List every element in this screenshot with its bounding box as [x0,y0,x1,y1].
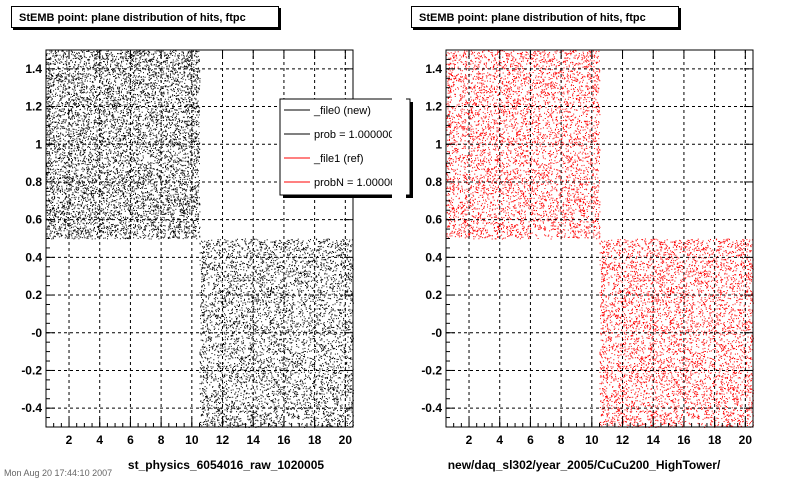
tick-labels: 2 4 6 8 10 12 14 16 18 20 -0.4 -0.2 -0 0.2 0.4 0.6 0.8 1 1… [21,62,352,447]
scatter-series-1 [199,238,354,428]
y-tick-label: 0.8 [25,175,42,189]
legend: _file0 (new) prob = 1.000000 _file1 (ref) p… [279,97,413,201]
x-tick-label: 6 [127,433,134,447]
x-tick-label: 10 [185,433,199,447]
y-tick-label: 1.2 [25,100,42,114]
y-tick-label: -0 [31,326,42,340]
y-tick-label: 0.6 [25,213,42,227]
x-tick-label: 6 [527,433,534,447]
legend-box [279,98,411,196]
scatter-series-0 [46,50,201,240]
legend-entry: _file0 (new) [284,105,371,117]
scatter-series-0 [446,50,601,240]
y-tick-label: -0.4 [421,401,442,415]
y-tick-label: 0.2 [425,288,442,302]
x-tick-label: 18 [708,433,722,447]
y-tick-label: -0 [431,326,442,340]
y-tick-label: 1.4 [25,62,42,76]
tick-labels: 2 4 6 8 10 12 14 16 18 20 -0.4 -0.2 -0 0.2 0.4 0.6 0.8 1 1… [421,62,752,447]
scatter-point [46,50,201,240]
footer-timestamp: Mon Aug 20 17:44:10 2007 [4,468,113,478]
x-tick-label: 20 [739,433,753,447]
scatter-point [446,50,601,240]
legend-entry: _file1 (ref) [284,153,364,165]
y-tick-label: -0.4 [21,401,42,415]
right-plot-title: StEMB point: plane distribution of hits,… [411,6,679,28]
x-tick-label: 14 [647,433,661,447]
x-tick-label: 8 [158,433,165,447]
legend-entry: prob = 1.000000 [284,129,394,141]
scatter-points [446,50,754,428]
x-tick-label: 4 [496,433,503,447]
y-tick-label: -0.2 [21,363,42,377]
legend-clip-mask [392,97,406,201]
legend-label: _file0 (new) [313,105,371,117]
y-tick-label: 1 [435,137,442,151]
x-tick-label: 2 [466,433,473,447]
y-tick-label: 0.6 [425,213,442,227]
y-tick-label: -0.2 [421,363,442,377]
x-tick-label: 12 [616,433,630,447]
y-tick-label: 1.4 [425,62,442,76]
x-tick-label: 16 [277,433,291,447]
y-tick-label: 0.2 [25,288,42,302]
grid-lines [446,50,753,427]
legend-label: probN = 1.000000 [314,177,402,189]
left-x-axis-label: st_physics_6054016_raw_1020005 [127,458,325,472]
x-tick-label: 20 [339,433,353,447]
x-tick-label: 4 [96,433,103,447]
scatter-series-1 [599,238,754,428]
y-tick-label: 1 [35,137,42,151]
x-tick-label: 14 [247,433,261,447]
axis-ticks [46,49,353,428]
y-tick-label: 1.2 [425,100,442,114]
legend-label: _file1 (ref) [313,153,364,165]
right-x-axis-label: new/daq_sl302/year_2005/CuCu200_HighTowe… [447,458,721,472]
x-tick-label: 2 [66,433,73,447]
legend-entry: probN = 1.000000 [284,177,402,189]
left-plot-title: StEMB point: plane distribution of hits,… [11,6,279,28]
y-tick-label: 0.4 [25,250,42,264]
legend-label: prob = 1.000000 [314,129,394,141]
scatter-point [599,238,754,428]
x-tick-label: 16 [677,433,691,447]
y-tick-label: 0.4 [425,250,442,264]
x-tick-label: 12 [216,433,230,447]
scatter-point [199,238,354,428]
y-tick-label: 0.8 [425,175,442,189]
right-plot-panel: 2 4 6 8 10 12 14 16 18 20 -0.4 -0.2 -0 0.2 0.4 0.6 0.8 1 1… [421,49,754,447]
scatter-points [46,50,354,428]
x-tick-label: 18 [308,433,322,447]
x-tick-label: 10 [585,433,599,447]
axis-ticks [446,49,753,428]
x-tick-label: 8 [558,433,565,447]
